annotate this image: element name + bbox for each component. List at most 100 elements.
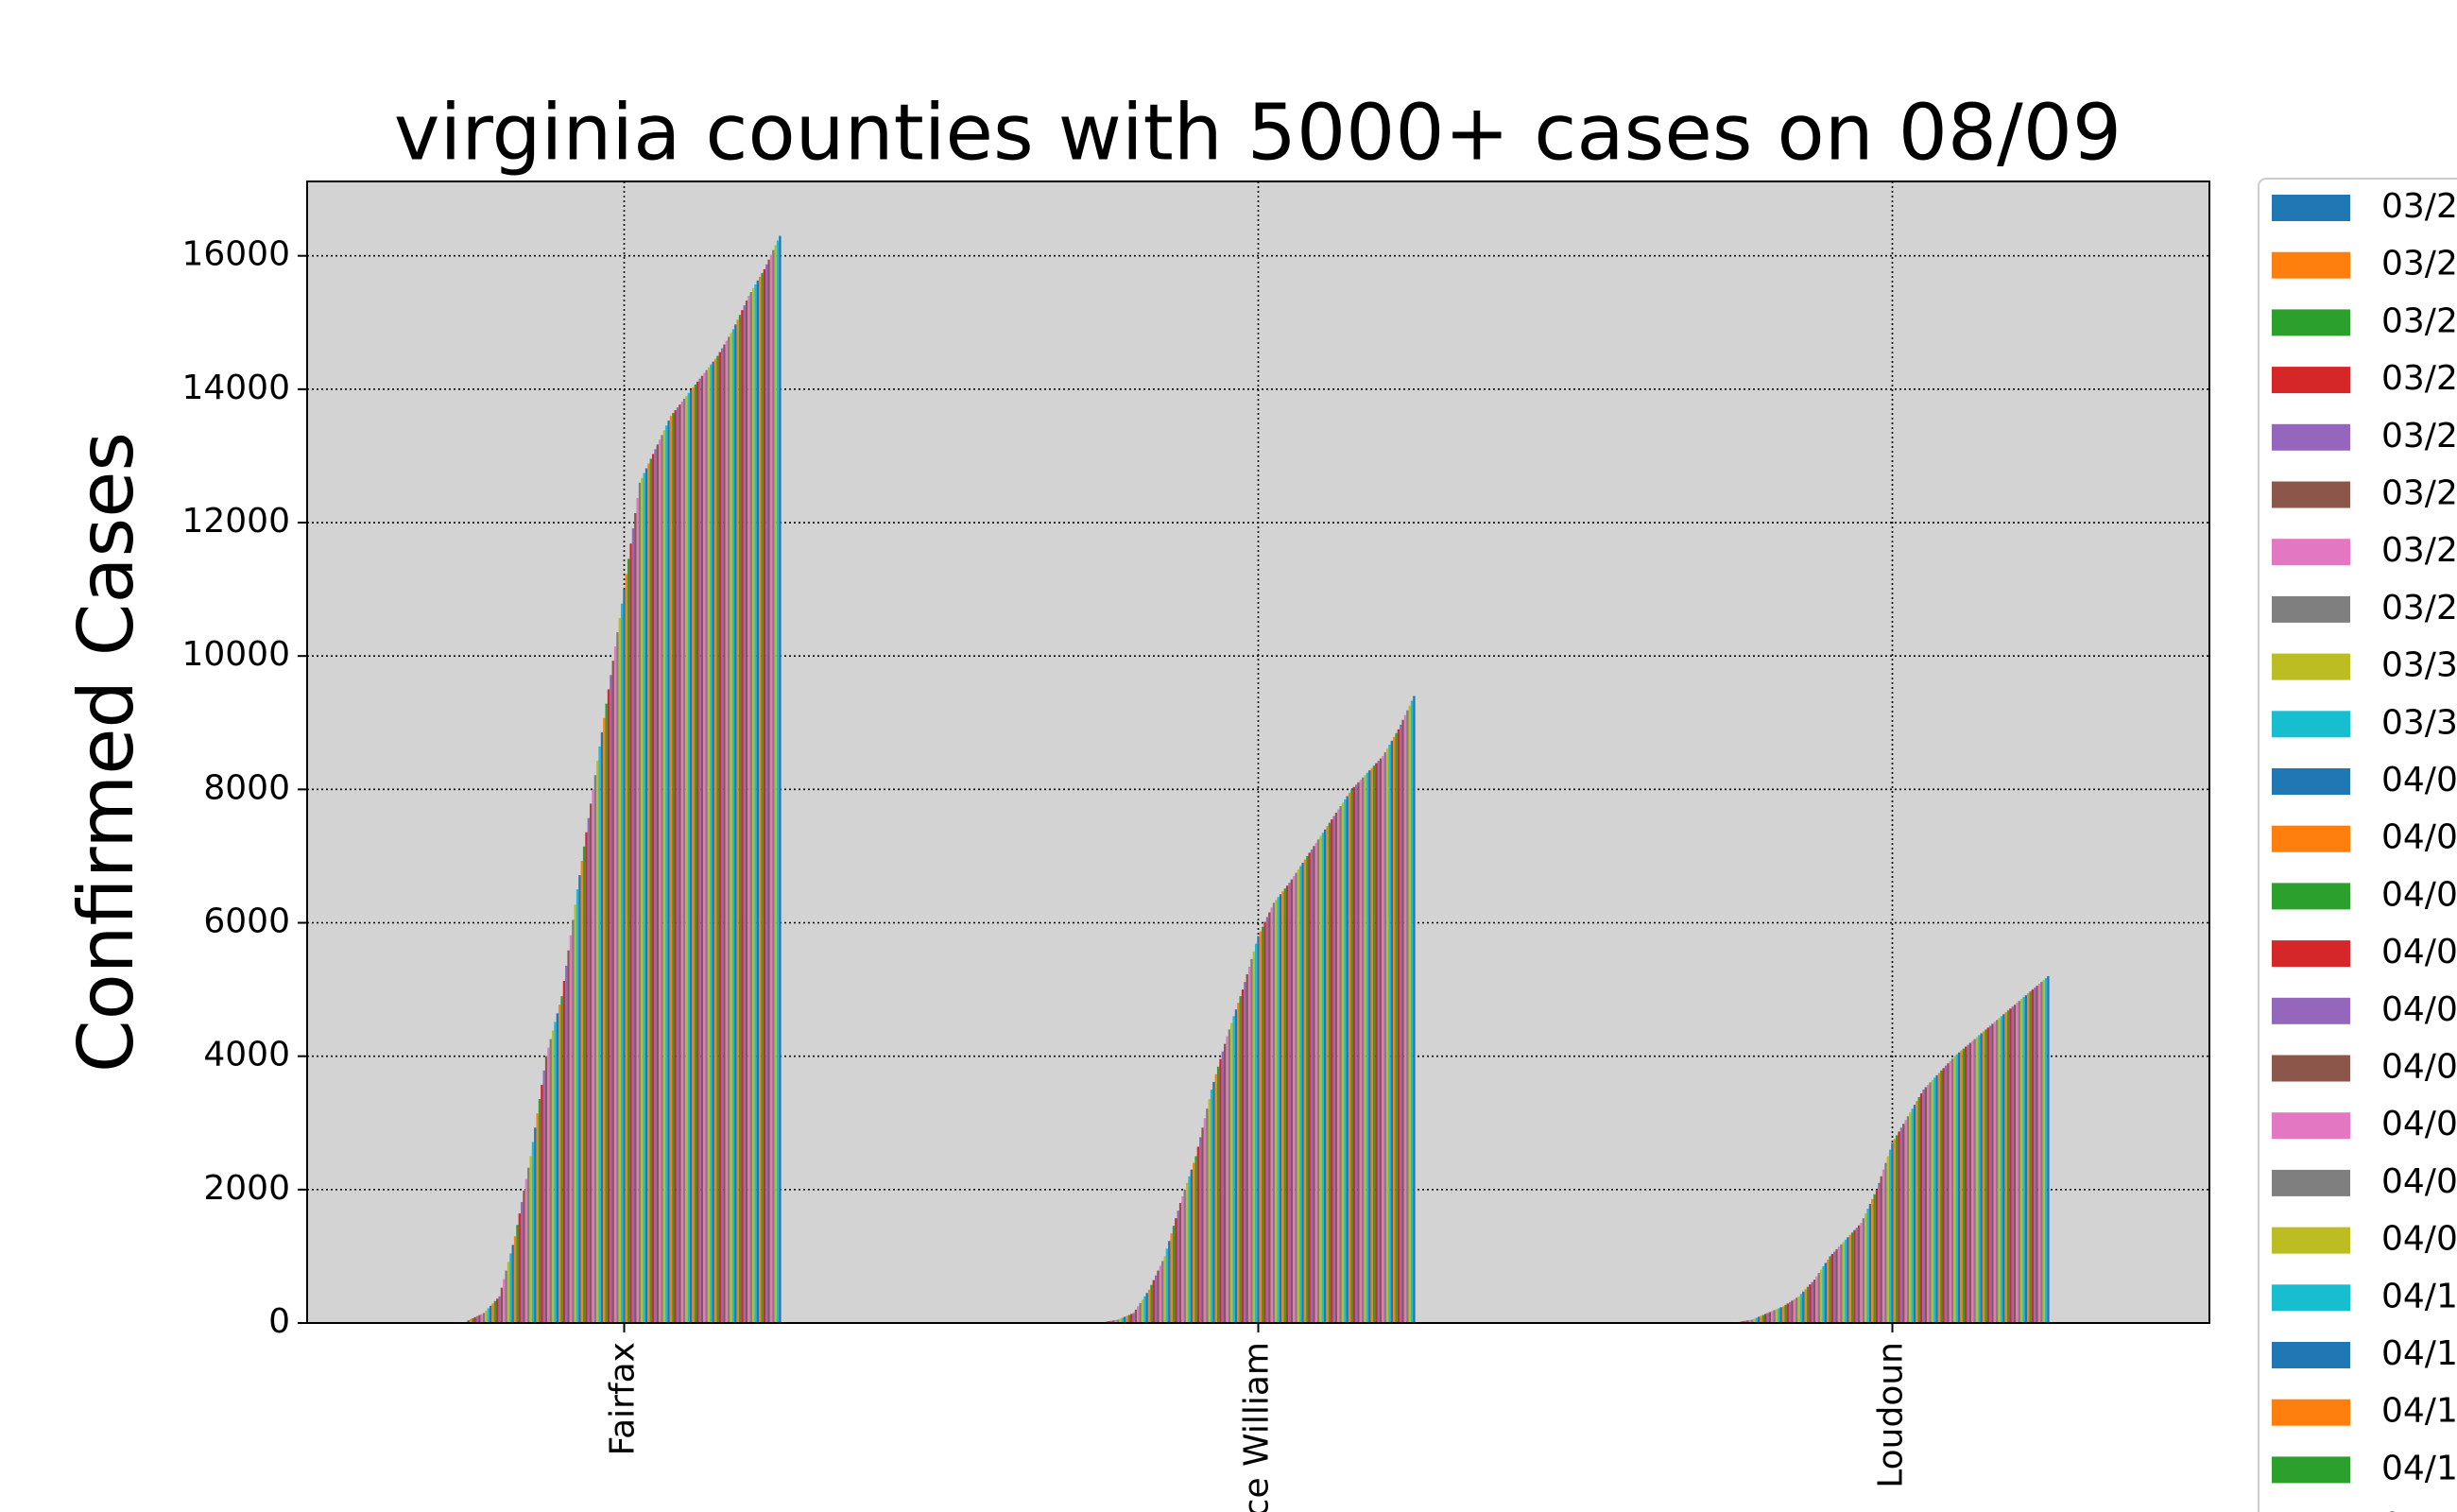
bar bbox=[1960, 1050, 1963, 1323]
bar bbox=[1290, 879, 1294, 1323]
bar bbox=[1237, 1003, 1240, 1323]
bar bbox=[511, 1245, 514, 1323]
bar bbox=[1853, 1229, 1856, 1323]
bar bbox=[1341, 802, 1345, 1323]
bar bbox=[493, 1300, 497, 1323]
bar bbox=[1829, 1256, 1831, 1323]
bar bbox=[1352, 786, 1355, 1323]
bar bbox=[1919, 1092, 1923, 1323]
bar bbox=[1833, 1251, 1836, 1323]
bar bbox=[643, 472, 645, 1323]
bar bbox=[2027, 993, 2030, 1323]
bar bbox=[631, 528, 635, 1323]
bar bbox=[1973, 1039, 1976, 1323]
bar bbox=[1130, 1314, 1133, 1323]
bar bbox=[610, 675, 612, 1323]
legend-label: 03/23 bbox=[2381, 245, 2457, 284]
bar bbox=[1791, 1300, 1794, 1323]
bar bbox=[1196, 1146, 1200, 1323]
chart-title: virginia counties with 5000+ cases on 08… bbox=[394, 88, 2122, 178]
bar bbox=[705, 369, 708, 1323]
bar bbox=[1401, 719, 1404, 1323]
bar bbox=[1250, 958, 1253, 1323]
bar bbox=[1219, 1058, 1222, 1323]
bar bbox=[1799, 1294, 1803, 1323]
bar bbox=[1337, 809, 1340, 1323]
bar bbox=[1937, 1073, 1941, 1323]
bar bbox=[534, 1127, 537, 1323]
bar bbox=[1175, 1218, 1177, 1323]
bar bbox=[698, 378, 701, 1323]
bar bbox=[667, 421, 670, 1324]
bar bbox=[1809, 1284, 1812, 1323]
bar bbox=[1143, 1296, 1146, 1323]
bar bbox=[734, 324, 737, 1324]
legend-label: 04/02 bbox=[2381, 818, 2457, 857]
bar bbox=[761, 272, 764, 1323]
bar bbox=[1866, 1209, 1869, 1323]
bar bbox=[2047, 975, 2050, 1323]
bar bbox=[1988, 1025, 1992, 1323]
bar bbox=[507, 1262, 510, 1323]
bar bbox=[1913, 1105, 1916, 1323]
legend-swatch bbox=[2272, 1227, 2350, 1254]
bar bbox=[1942, 1068, 1945, 1323]
bar bbox=[669, 416, 673, 1323]
bar bbox=[1377, 761, 1380, 1323]
bar bbox=[489, 1305, 492, 1323]
bar bbox=[665, 425, 668, 1323]
bar bbox=[1331, 819, 1333, 1323]
bar bbox=[1319, 835, 1322, 1323]
bar bbox=[1199, 1137, 1202, 1323]
bar bbox=[1314, 842, 1317, 1323]
bar bbox=[1150, 1284, 1153, 1323]
bar bbox=[1141, 1299, 1144, 1323]
legend-label: 03/29 bbox=[2381, 589, 2457, 627]
bar bbox=[1868, 1203, 1872, 1323]
bar bbox=[1764, 1314, 1767, 1323]
bar bbox=[749, 292, 752, 1323]
bar bbox=[2029, 991, 2032, 1323]
bar bbox=[1944, 1065, 1948, 1323]
y-tick-label: 0 bbox=[268, 1302, 290, 1341]
bar bbox=[576, 889, 579, 1323]
legend-swatch bbox=[2272, 997, 2350, 1024]
legend-label: 04/10 bbox=[2381, 1277, 2457, 1315]
bar bbox=[716, 355, 719, 1323]
bar bbox=[779, 235, 782, 1323]
bar bbox=[1400, 724, 1402, 1323]
bar bbox=[1234, 1009, 1238, 1323]
bar bbox=[607, 689, 610, 1323]
bar bbox=[1893, 1139, 1897, 1323]
bar bbox=[2011, 1006, 2014, 1323]
legend-swatch bbox=[2272, 423, 2350, 451]
bar bbox=[1285, 885, 1289, 1323]
bar bbox=[582, 846, 586, 1323]
y-tick-label: 6000 bbox=[203, 902, 290, 941]
bar bbox=[1226, 1036, 1228, 1323]
bar bbox=[1112, 1320, 1115, 1323]
bar bbox=[1986, 1027, 1989, 1323]
bar bbox=[1967, 1044, 1969, 1323]
bar bbox=[1385, 748, 1389, 1323]
bar bbox=[544, 1056, 548, 1323]
bar bbox=[618, 617, 621, 1323]
legend-swatch bbox=[2272, 481, 2350, 508]
bar bbox=[1804, 1289, 1807, 1323]
bar bbox=[656, 444, 660, 1323]
bar bbox=[1878, 1182, 1881, 1323]
bar bbox=[1157, 1270, 1160, 1323]
bar bbox=[751, 288, 755, 1324]
bar bbox=[527, 1167, 530, 1323]
bar bbox=[1357, 782, 1360, 1323]
bar bbox=[1230, 1022, 1233, 1323]
bar bbox=[565, 965, 568, 1323]
bar bbox=[731, 329, 735, 1324]
bar bbox=[2018, 1001, 2020, 1323]
bar bbox=[679, 404, 681, 1324]
bar bbox=[518, 1213, 521, 1323]
bar bbox=[1980, 1033, 1983, 1323]
bar bbox=[1303, 859, 1307, 1323]
legend-label: 03/25 bbox=[2381, 359, 2457, 398]
bar bbox=[728, 336, 730, 1323]
